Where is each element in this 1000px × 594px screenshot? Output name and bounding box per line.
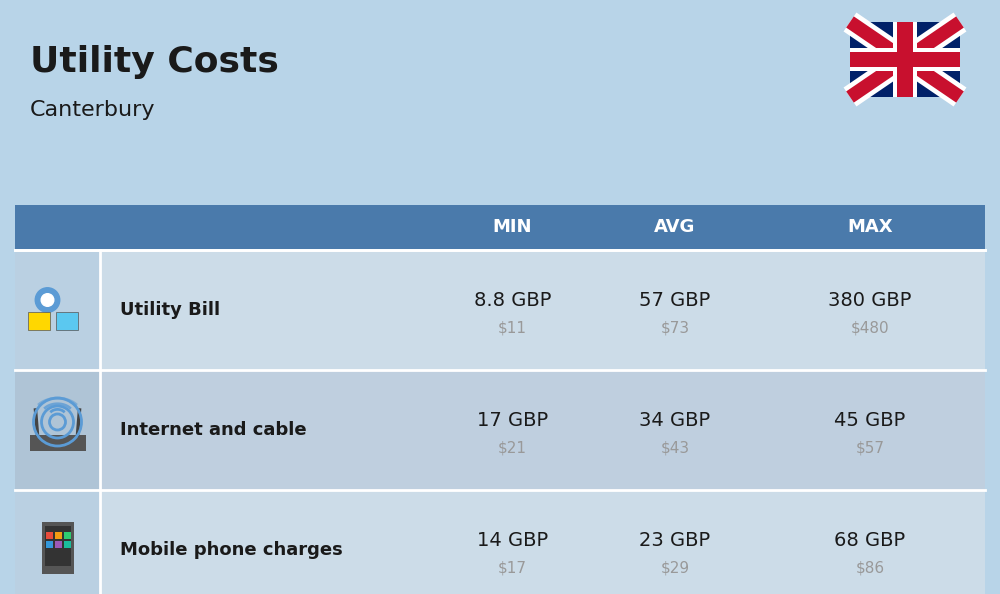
- Bar: [54, 541, 62, 548]
- Text: $73: $73: [660, 321, 690, 336]
- Text: $86: $86: [855, 561, 885, 576]
- Text: $43: $43: [660, 441, 690, 456]
- Text: 45 GBP: 45 GBP: [834, 411, 906, 430]
- Bar: [15, 250, 100, 370]
- Text: Utility Bill: Utility Bill: [120, 301, 220, 319]
- Circle shape: [35, 287, 60, 312]
- Text: MIN: MIN: [493, 219, 532, 236]
- Text: MAX: MAX: [847, 219, 893, 236]
- Bar: [30, 435, 86, 451]
- Bar: [44, 526, 70, 566]
- Text: 380 GBP: 380 GBP: [828, 291, 912, 310]
- Text: $480: $480: [851, 321, 889, 336]
- Text: 68 GBP: 68 GBP: [834, 531, 906, 550]
- Bar: [64, 541, 70, 548]
- Bar: [46, 541, 52, 548]
- Bar: [46, 532, 52, 539]
- Bar: [850, 48, 960, 71]
- Bar: [42, 522, 74, 574]
- Bar: [28, 312, 50, 330]
- Text: 23 GBP: 23 GBP: [639, 531, 711, 550]
- Bar: [897, 22, 913, 97]
- Text: AVG: AVG: [654, 219, 696, 236]
- Text: $21: $21: [498, 441, 527, 456]
- Circle shape: [41, 293, 54, 307]
- Bar: [850, 52, 960, 67]
- Bar: [15, 370, 100, 490]
- Bar: [15, 490, 100, 594]
- Text: Internet and cable: Internet and cable: [120, 421, 307, 439]
- Text: Utility Costs: Utility Costs: [30, 45, 279, 79]
- Bar: [56, 312, 78, 330]
- Bar: [15, 490, 985, 594]
- Bar: [893, 22, 917, 97]
- Bar: [15, 250, 985, 370]
- Text: $57: $57: [856, 441, 885, 456]
- Bar: [64, 532, 70, 539]
- Bar: [15, 205, 985, 250]
- Text: 34 GBP: 34 GBP: [639, 411, 711, 430]
- Text: $29: $29: [660, 561, 690, 576]
- Text: 57 GBP: 57 GBP: [639, 291, 711, 310]
- Text: 17 GBP: 17 GBP: [477, 411, 548, 430]
- Bar: [850, 22, 960, 97]
- Bar: [15, 370, 985, 490]
- Text: 14 GBP: 14 GBP: [477, 531, 548, 550]
- Text: Mobile phone charges: Mobile phone charges: [120, 541, 343, 559]
- Bar: [54, 532, 62, 539]
- Text: Canterbury: Canterbury: [30, 100, 156, 120]
- Text: $11: $11: [498, 321, 527, 336]
- Text: 8.8 GBP: 8.8 GBP: [474, 291, 551, 310]
- Text: $17: $17: [498, 561, 527, 576]
